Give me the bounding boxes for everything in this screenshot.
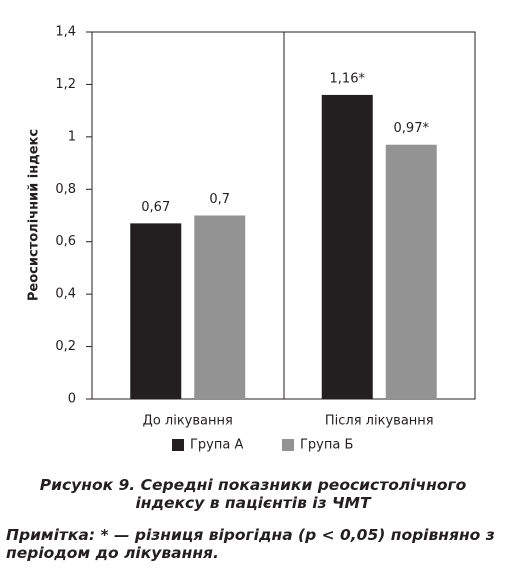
value-label: 0,67 [141, 200, 170, 215]
y-tick-label: 0,4 [55, 287, 76, 302]
bar [130, 223, 182, 399]
bar [385, 144, 437, 399]
x-tick-label: Після лікування [325, 414, 434, 429]
value-label: 1,16* [330, 71, 366, 86]
bar [194, 215, 246, 399]
y-tick-label: 1,2 [55, 77, 76, 92]
figure-note: Примітка: * — різниця вірогідна (p < 0,0… [6, 526, 495, 562]
legend-label: Група А [190, 438, 243, 453]
bar [321, 94, 373, 400]
chart: Реосистолічний індекс 0 0,2 0,4 0,6 0,8 1 1,2 1… [27, 25, 476, 453]
legend-swatch [282, 439, 294, 451]
y-tick-label: 0,8 [55, 182, 76, 197]
value-label: 0,97* [394, 121, 430, 136]
value-label: 0,7 [209, 192, 230, 207]
y-tick-label: 1 [68, 129, 76, 144]
figure-caption: Рисунок 9. Середні показники реосистоліч… [39, 476, 467, 512]
x-tick-label: До лікування [143, 414, 233, 429]
y-tick-label: 0,6 [55, 234, 76, 249]
y-tick-label: 0 [68, 392, 76, 407]
legend-swatch [172, 439, 184, 451]
y-axis-label: Реосистолічний індекс [27, 129, 42, 301]
y-tick-label: 0,2 [55, 339, 76, 354]
legend-label: Група Б [300, 438, 353, 453]
y-tick-label: 1,4 [55, 25, 76, 40]
